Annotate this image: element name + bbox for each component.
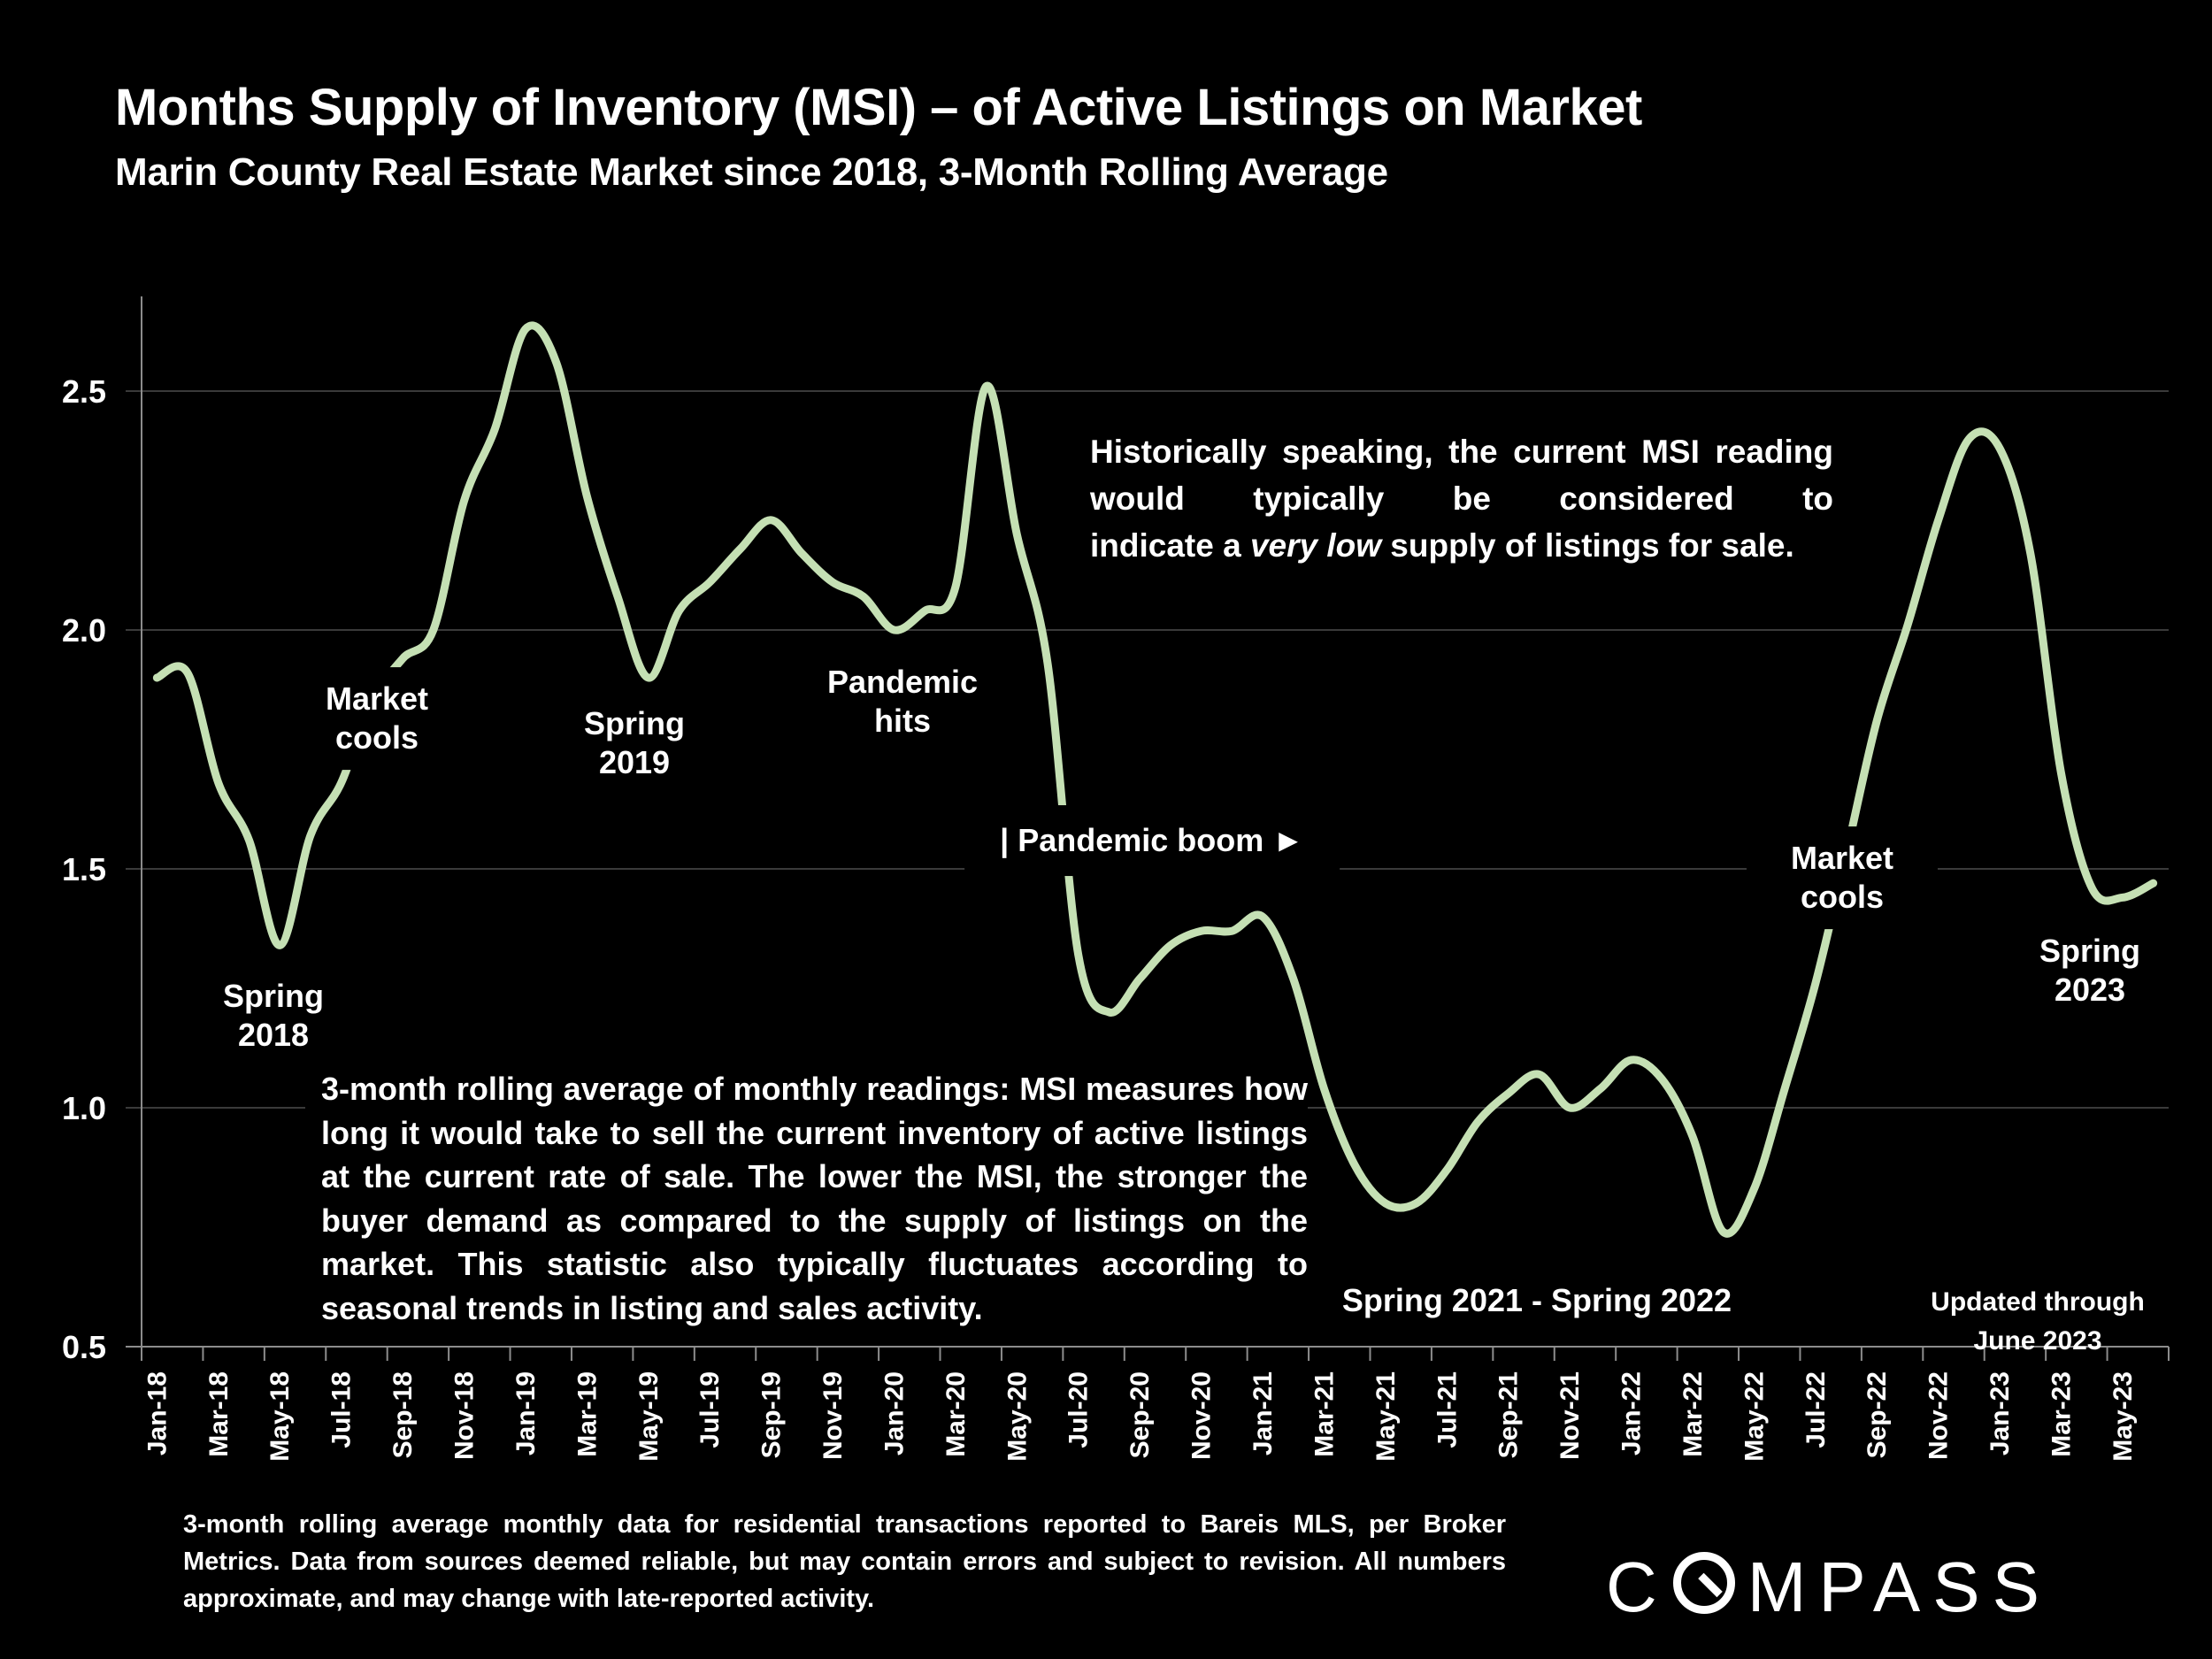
updated-through-label: Updated through June 2023 (1931, 1287, 2145, 1356)
x-tick-label: May-22 (1740, 1371, 1769, 1462)
x-tick-label: Jul-20 (1064, 1371, 1094, 1448)
y-tick-label: 0.5 (62, 1329, 106, 1365)
x-tick-label: Jan-19 (511, 1371, 541, 1455)
source-footnote: 3-month rolling average monthly data for… (183, 1510, 1506, 1613)
annotation-pandemic-boom: | Pandemic boom ► (964, 805, 1340, 876)
y-tick-label: 1.0 (62, 1090, 106, 1126)
emphasis-very-low: very low (1249, 527, 1382, 564)
x-tick-label: May-21 (1371, 1371, 1401, 1462)
x-tick-label: May-19 (634, 1371, 664, 1462)
x-tick-label: Nov-22 (1924, 1371, 1954, 1460)
x-tick-label: May-20 (1002, 1371, 1032, 1462)
axes (126, 296, 2170, 1361)
x-tick-label: Mar-19 (572, 1371, 602, 1457)
x-tick-label: Mar-20 (941, 1371, 971, 1457)
x-tick-label: Jan-21 (1248, 1371, 1278, 1455)
x-tick-label: Jul-22 (1801, 1371, 1831, 1448)
x-tick-labels: Jan-18 Mar-18 May-18 Jul-18 Sep-18 Nov-18 Jan-… (142, 1371, 2138, 1462)
chart-title: Months Supply of Inventory (MSI) – of Ac… (115, 79, 1642, 136)
y-tick-label: 2.0 (62, 612, 106, 649)
x-tick-label: Mar-21 (1310, 1371, 1339, 1457)
x-tick-label: Nov-19 (818, 1371, 848, 1460)
x-tick-label: Sep-22 (1863, 1371, 1892, 1458)
x-tick-label: Jul-19 (695, 1371, 725, 1448)
compass-logo: C MPASS (1606, 1548, 2052, 1626)
annotation-spring-2018: Spring 2018 (214, 975, 333, 1056)
x-tick-label: Nov-20 (1187, 1371, 1217, 1460)
x-tick-label: May-18 (265, 1371, 295, 1462)
y-tick-label: 1.5 (62, 851, 106, 887)
annotation-market-cools-2018: Market cools (302, 667, 452, 770)
annotation-pandemic-hits: Pandemic hits (818, 661, 987, 742)
annotation-spring-2023: Spring 2023 (2031, 930, 2149, 1011)
x-tick-label: May-23 (2108, 1371, 2138, 1462)
x-tick-label: Jul-21 (1432, 1371, 1462, 1448)
x-tick-label: Jan-23 (1985, 1371, 2015, 1455)
x-tick-label: Sep-18 (388, 1371, 418, 1458)
chart-subtitle: Marin County Real Estate Market since 20… (115, 150, 1388, 194)
x-tick-label: Jan-20 (879, 1371, 909, 1455)
x-tick-label: Mar-22 (1678, 1371, 1708, 1457)
note-top-line1: Historically speaking, the current MSI r… (1090, 434, 1833, 517)
x-tick-label: Mar-18 (204, 1371, 234, 1457)
x-tick-label: Jan-18 (142, 1371, 172, 1455)
x-tick-label: Sep-21 (1494, 1371, 1524, 1458)
note-top-line2: indicate a very low supply of listings f… (1090, 527, 1794, 564)
x-tick-label: Mar-23 (2047, 1371, 2077, 1457)
annotation-market-cools-2022: Market cools (1746, 826, 1939, 929)
annotation-spring-2021-2022: Spring 2021 - Spring 2022 (1333, 1279, 1741, 1322)
y-tick-label: 2.5 (62, 373, 106, 410)
x-tick-label: Jul-18 (327, 1371, 357, 1448)
annotation-spring-2019: Spring 2019 (575, 703, 694, 784)
msi-definition-note: 3-month rolling average of monthly readi… (305, 1067, 1308, 1330)
x-tick-label: Jan-22 (1617, 1371, 1647, 1455)
historical-context-note: Historically speaking, the current MSI r… (1090, 428, 1833, 569)
y-tick-labels: 0.5 1.0 1.5 2.0 2.5 (62, 373, 106, 1365)
x-tick-label: Sep-20 (1125, 1371, 1155, 1458)
x-tick-label: Nov-21 (1555, 1371, 1585, 1460)
compass-o-icon (1672, 1552, 1735, 1614)
x-tick-label: Nov-18 (449, 1371, 479, 1460)
x-tick-label: Sep-19 (757, 1371, 787, 1458)
